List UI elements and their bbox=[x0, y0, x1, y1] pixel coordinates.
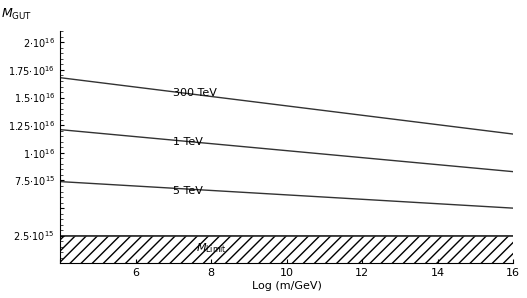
Text: $M_{\rm Limit}$: $M_{\rm Limit}$ bbox=[196, 241, 227, 255]
Bar bbox=[60, 236, 513, 263]
Text: 300 TeV: 300 TeV bbox=[173, 88, 217, 97]
Text: 5 TeV: 5 TeV bbox=[173, 186, 203, 196]
Text: 1 TeV: 1 TeV bbox=[173, 137, 203, 147]
X-axis label: Log (m/GeV): Log (m/GeV) bbox=[251, 281, 321, 291]
Text: $M_{\rm GUT}$: $M_{\rm GUT}$ bbox=[1, 7, 32, 22]
Text: $2.5{\cdot}10^{15}$: $2.5{\cdot}10^{15}$ bbox=[13, 229, 54, 243]
